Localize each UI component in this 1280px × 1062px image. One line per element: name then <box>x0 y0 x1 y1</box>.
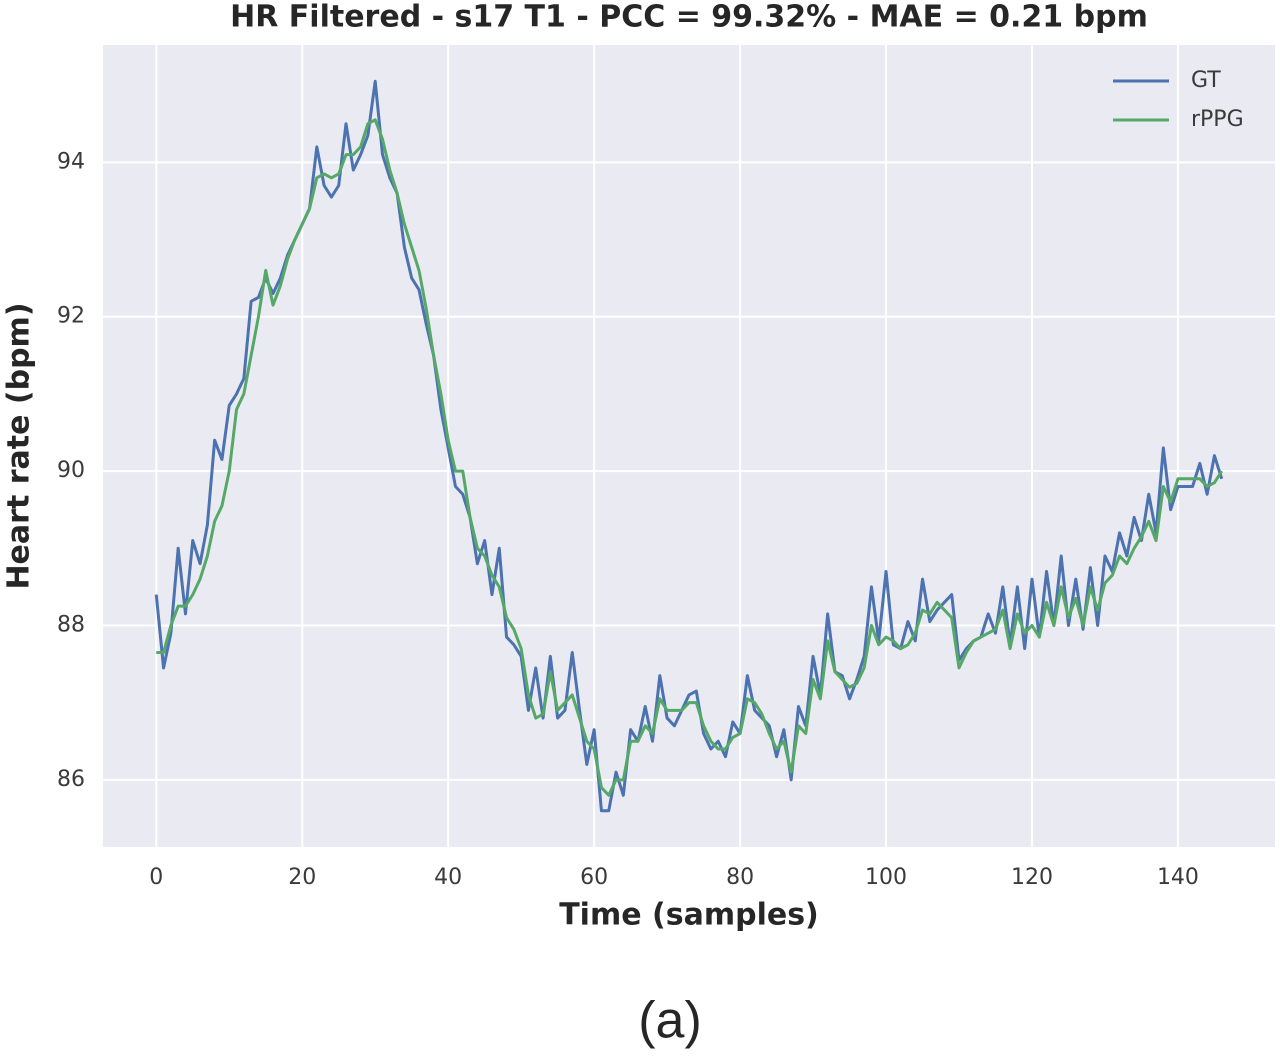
plot-background <box>103 45 1275 847</box>
x-tick-label: 120 <box>1011 865 1053 890</box>
line-series <box>156 118 1223 797</box>
x-tick-label: 140 <box>1157 865 1199 890</box>
y-tick-label: 92 <box>57 304 85 329</box>
x-tick-label: 20 <box>288 865 316 890</box>
y-tick-label: 88 <box>57 612 85 637</box>
chart-title: HR Filtered - s17 T1 - PCC = 99.32% - MA… <box>230 0 1148 35</box>
y-tick-label: 94 <box>57 149 85 174</box>
x-tick-label: 80 <box>726 865 754 890</box>
y-tick-label: 86 <box>57 767 85 792</box>
y-axis-label: Heart rate (bpm) <box>2 302 37 589</box>
x-tick-label: 40 <box>434 865 462 890</box>
legend-label: GT <box>1191 68 1221 93</box>
x-tick-label: 0 <box>149 865 163 890</box>
line-series <box>154 79 1224 813</box>
x-tick-label: 60 <box>580 865 608 890</box>
legend-label: rPPG <box>1191 107 1244 132</box>
x-axis-label: Time (samples) <box>559 898 819 933</box>
x-tick-label: 100 <box>865 865 907 890</box>
y-tick-label: 90 <box>57 458 85 483</box>
caption: (a) <box>638 992 702 1050</box>
